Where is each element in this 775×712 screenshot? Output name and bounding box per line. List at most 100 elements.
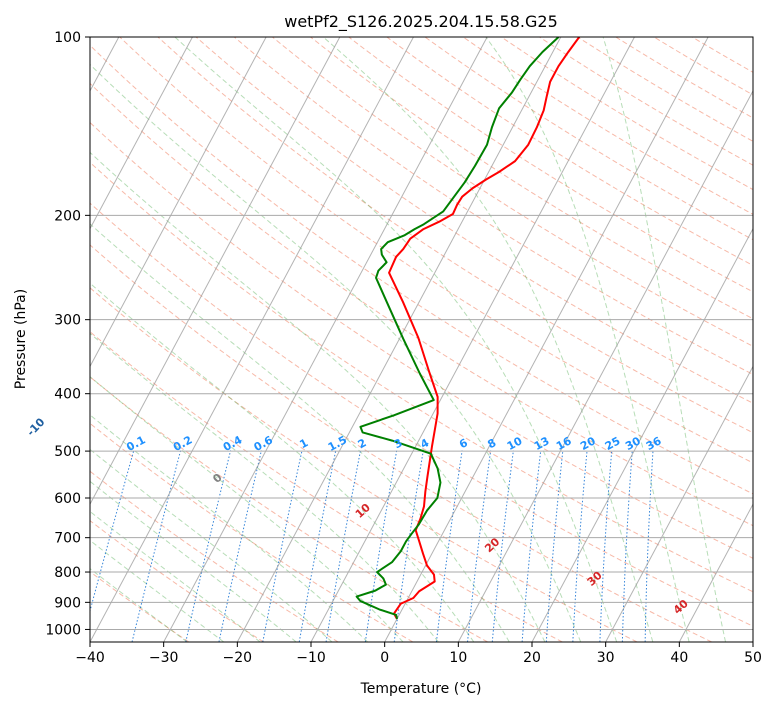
chart-title: wetPf2_S126.2025.204.15.58.G25 — [284, 12, 558, 32]
mixing-ratio-label: 2 — [356, 436, 369, 451]
x-tick-label: −40 — [75, 650, 105, 666]
moist-adiabat-label: 40 — [671, 597, 691, 617]
dry-adiabat-line — [195, 37, 753, 404]
x-tick-label: −30 — [149, 650, 179, 666]
x-tick-label: 10 — [449, 650, 467, 666]
x-axis-label: Temperature (°C) — [360, 681, 482, 697]
dry-adiabat-line — [90, 376, 488, 642]
isotherm-line — [90, 37, 193, 230]
dry-adiabat-line — [119, 37, 753, 464]
x-tick-label: 20 — [523, 650, 541, 666]
mixing-ratio-line — [90, 450, 135, 613]
dry-adiabat-line — [539, 37, 753, 166]
mixing-ratio-label: 6 — [457, 436, 470, 451]
dry-adiabat-line — [90, 520, 264, 642]
x-tick-label: −20 — [223, 650, 253, 666]
dry-adiabat-line — [310, 37, 753, 320]
y-tick-label: 300 — [54, 313, 81, 329]
mixing-ratio-line — [467, 450, 492, 642]
moist-adiabat-line — [90, 448, 333, 642]
dry-adiabat-line — [90, 244, 712, 642]
mixing-ratio-label: 10 — [505, 434, 525, 453]
x-tick-label: 50 — [744, 650, 762, 666]
plot-frame — [89, 36, 754, 643]
isotherm-line — [678, 503, 753, 642]
moist-adiabat-line — [602, 37, 727, 642]
mixing-ratio-line — [644, 450, 654, 642]
dry-adiabat-line — [90, 161, 753, 593]
mixing-ratio-line — [325, 450, 362, 642]
axes: −40 −30 −20 −10 0 10 20 30 40 5010020030040050060… — [45, 30, 762, 666]
isotherm-line — [531, 227, 753, 642]
isotherm-line — [457, 89, 753, 642]
y-tick-label: 1000 — [45, 622, 81, 638]
moist-adiabat-line — [322, 37, 654, 642]
dry-adiabat-line — [501, 37, 753, 191]
dry-adiabat-line — [577, 37, 753, 142]
mixing-ratio-line — [572, 450, 588, 642]
isotherm-line — [163, 37, 488, 642]
mixing-ratio-label: 16 — [554, 434, 574, 453]
mixing-ratio-line — [435, 450, 463, 642]
dry-adiabat-line — [615, 37, 753, 119]
isotherm-line — [90, 37, 267, 368]
isotherm-line — [310, 37, 635, 642]
isotherm-line — [90, 37, 341, 506]
x-tick-label: −10 — [296, 650, 326, 666]
background-lines — [90, 37, 753, 642]
mixing-ratio-line — [185, 450, 232, 642]
dry-adiabat-line — [386, 37, 753, 267]
profile-lines — [355, 37, 581, 620]
y-tick-label: 100 — [54, 30, 81, 46]
dry-adiabat-line — [90, 287, 638, 642]
y-tick-label: 700 — [54, 531, 81, 547]
y-tick-label: 600 — [54, 491, 81, 507]
moist-adiabat-label: 0 — [210, 471, 225, 486]
mixing-ratio-line — [621, 450, 633, 642]
mixing-ratio-line — [491, 450, 514, 642]
mixing-ratio-line — [131, 450, 182, 642]
mixing-ratio-line — [262, 450, 303, 642]
y-tick-label: 200 — [54, 208, 81, 224]
moist-adiabat-line — [174, 37, 618, 642]
mixing-ratio-line — [218, 450, 262, 642]
isotherm-line — [90, 37, 414, 642]
moist-adiabat-line — [90, 282, 475, 642]
dry-adiabat-line — [90, 331, 563, 642]
dry-adiabat-line — [233, 37, 753, 375]
dewpoint-line — [355, 37, 560, 620]
mixing-ratio-line — [599, 450, 613, 642]
mixing-ratio-line — [393, 450, 424, 642]
y-tick-label: 400 — [54, 387, 81, 403]
dry-adiabat-line — [348, 37, 753, 293]
mixing-ratio-line — [298, 450, 337, 642]
isotherm-line — [752, 640, 753, 642]
moist-adiabat-line — [485, 37, 690, 642]
x-tick-label: 30 — [597, 650, 615, 666]
mixing-ratio-label: 13 — [532, 434, 552, 453]
isotherm-line — [384, 37, 709, 642]
dry-adiabat-line — [90, 470, 339, 642]
mixing-ratio-label: 30 — [623, 434, 643, 453]
y-axis-label: Pressure (hPa) — [13, 289, 29, 389]
y-tick-label: 500 — [54, 444, 81, 460]
dry-adiabat-line — [90, 202, 753, 627]
isotherm-line — [605, 365, 753, 642]
x-tick-label: 0 — [380, 650, 389, 666]
mixing-ratio-label: 36 — [644, 434, 664, 453]
isotherm-line — [236, 37, 562, 642]
mixing-ratio-line — [545, 450, 564, 642]
moist-adiabat-line — [90, 539, 225, 642]
grid-lines — [90, 37, 753, 642]
moist-adiabat-line — [90, 223, 510, 642]
dry-adiabat-label: -10 — [24, 415, 47, 439]
moist-adiabat-line — [90, 376, 404, 642]
temperature-line — [388, 37, 581, 620]
mixing-ratio-label: 20 — [578, 434, 598, 453]
moist-adiabat-line — [90, 332, 439, 642]
dry-adiabat-line — [157, 37, 753, 434]
mixing-ratio-label: 25 — [603, 434, 623, 453]
moist-adiabat-line — [90, 510, 261, 642]
x-tick-label: 40 — [670, 650, 688, 666]
